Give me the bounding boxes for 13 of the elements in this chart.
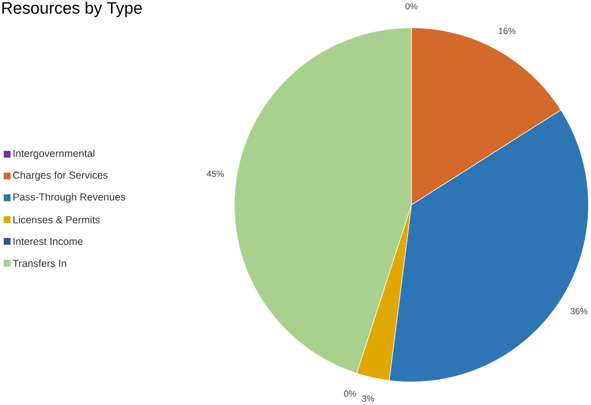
text: 0% [405,3,418,10]
data-label: 3% [362,395,374,402]
legend-label: Licenses & Permits [13,216,100,224]
text: 0% [344,390,356,397]
legend-label: Intergovernmental [14,150,94,160]
chart-title: Resources by Type [2,2,142,18]
legend-label: Pass-Through Revenues [13,193,126,203]
legend-label: Interest Income [14,238,83,246]
legend-label: Transfers In [12,260,66,268]
data-label: 16% [498,28,516,34]
data-label: 45% [206,170,224,177]
data-label: 36% [570,308,588,314]
legend-label: Charges for Services [13,171,108,181]
